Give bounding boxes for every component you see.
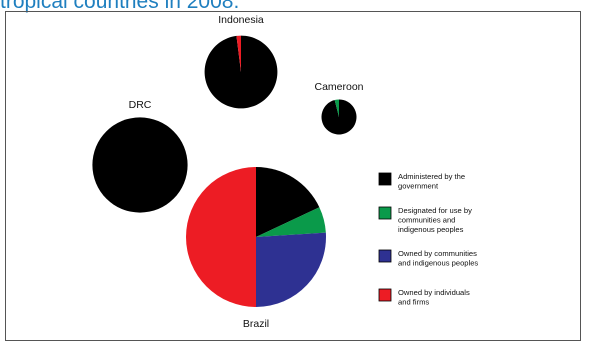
- legend-label: Owned by communities: [398, 249, 477, 258]
- pie-chart: Indonesia Cameroon DRC Brazil Administered b…: [92, 14, 478, 327]
- pie-slice-brazil-individuals-firms: [186, 167, 256, 307]
- pie-slice-brazil-community-designated: [256, 207, 326, 237]
- legend-swatch-community-designated: [378, 206, 392, 220]
- legend-label: government: [398, 182, 439, 191]
- pie-label-drc: DRC: [129, 99, 152, 111]
- pie-slice-indonesia-government: [204, 35, 278, 109]
- chart-heading: tropical countries in 2008.: [0, 0, 240, 13]
- legend-swatch-government: [378, 172, 392, 186]
- pie-cameroon: [321, 99, 357, 135]
- pie-label-cameroon: Cameroon: [314, 81, 363, 93]
- legend-label: Designated for use by: [398, 206, 472, 215]
- pie-slice-brazil-community-owned: [256, 232, 326, 307]
- pie-slice-indonesia-individuals-firms: [236, 35, 241, 72]
- pie-drc: [92, 117, 188, 213]
- pie-brazil: [186, 167, 326, 307]
- pie-slice-drc-government: [92, 117, 188, 213]
- pie-label-brazil: Brazil: [243, 318, 269, 327]
- pie-slice-brazil-government: [256, 167, 320, 237]
- pie-slice-cameroon-community-designated: [334, 99, 339, 117]
- legend-label: and indigenous peoples: [398, 259, 478, 268]
- legend-label: Owned by individuals: [398, 288, 470, 297]
- pie-indonesia: [204, 35, 278, 109]
- legend-swatch-individuals-firms: [378, 288, 392, 302]
- pie-label-indonesia: Indonesia: [218, 14, 264, 26]
- legend-label: Administered by the: [398, 172, 465, 181]
- legend-label: communities and: [398, 216, 455, 225]
- legend-label: and firms: [398, 298, 429, 307]
- legend-label: indigenous peoples: [398, 225, 464, 234]
- legend-swatch-community-owned: [378, 249, 392, 263]
